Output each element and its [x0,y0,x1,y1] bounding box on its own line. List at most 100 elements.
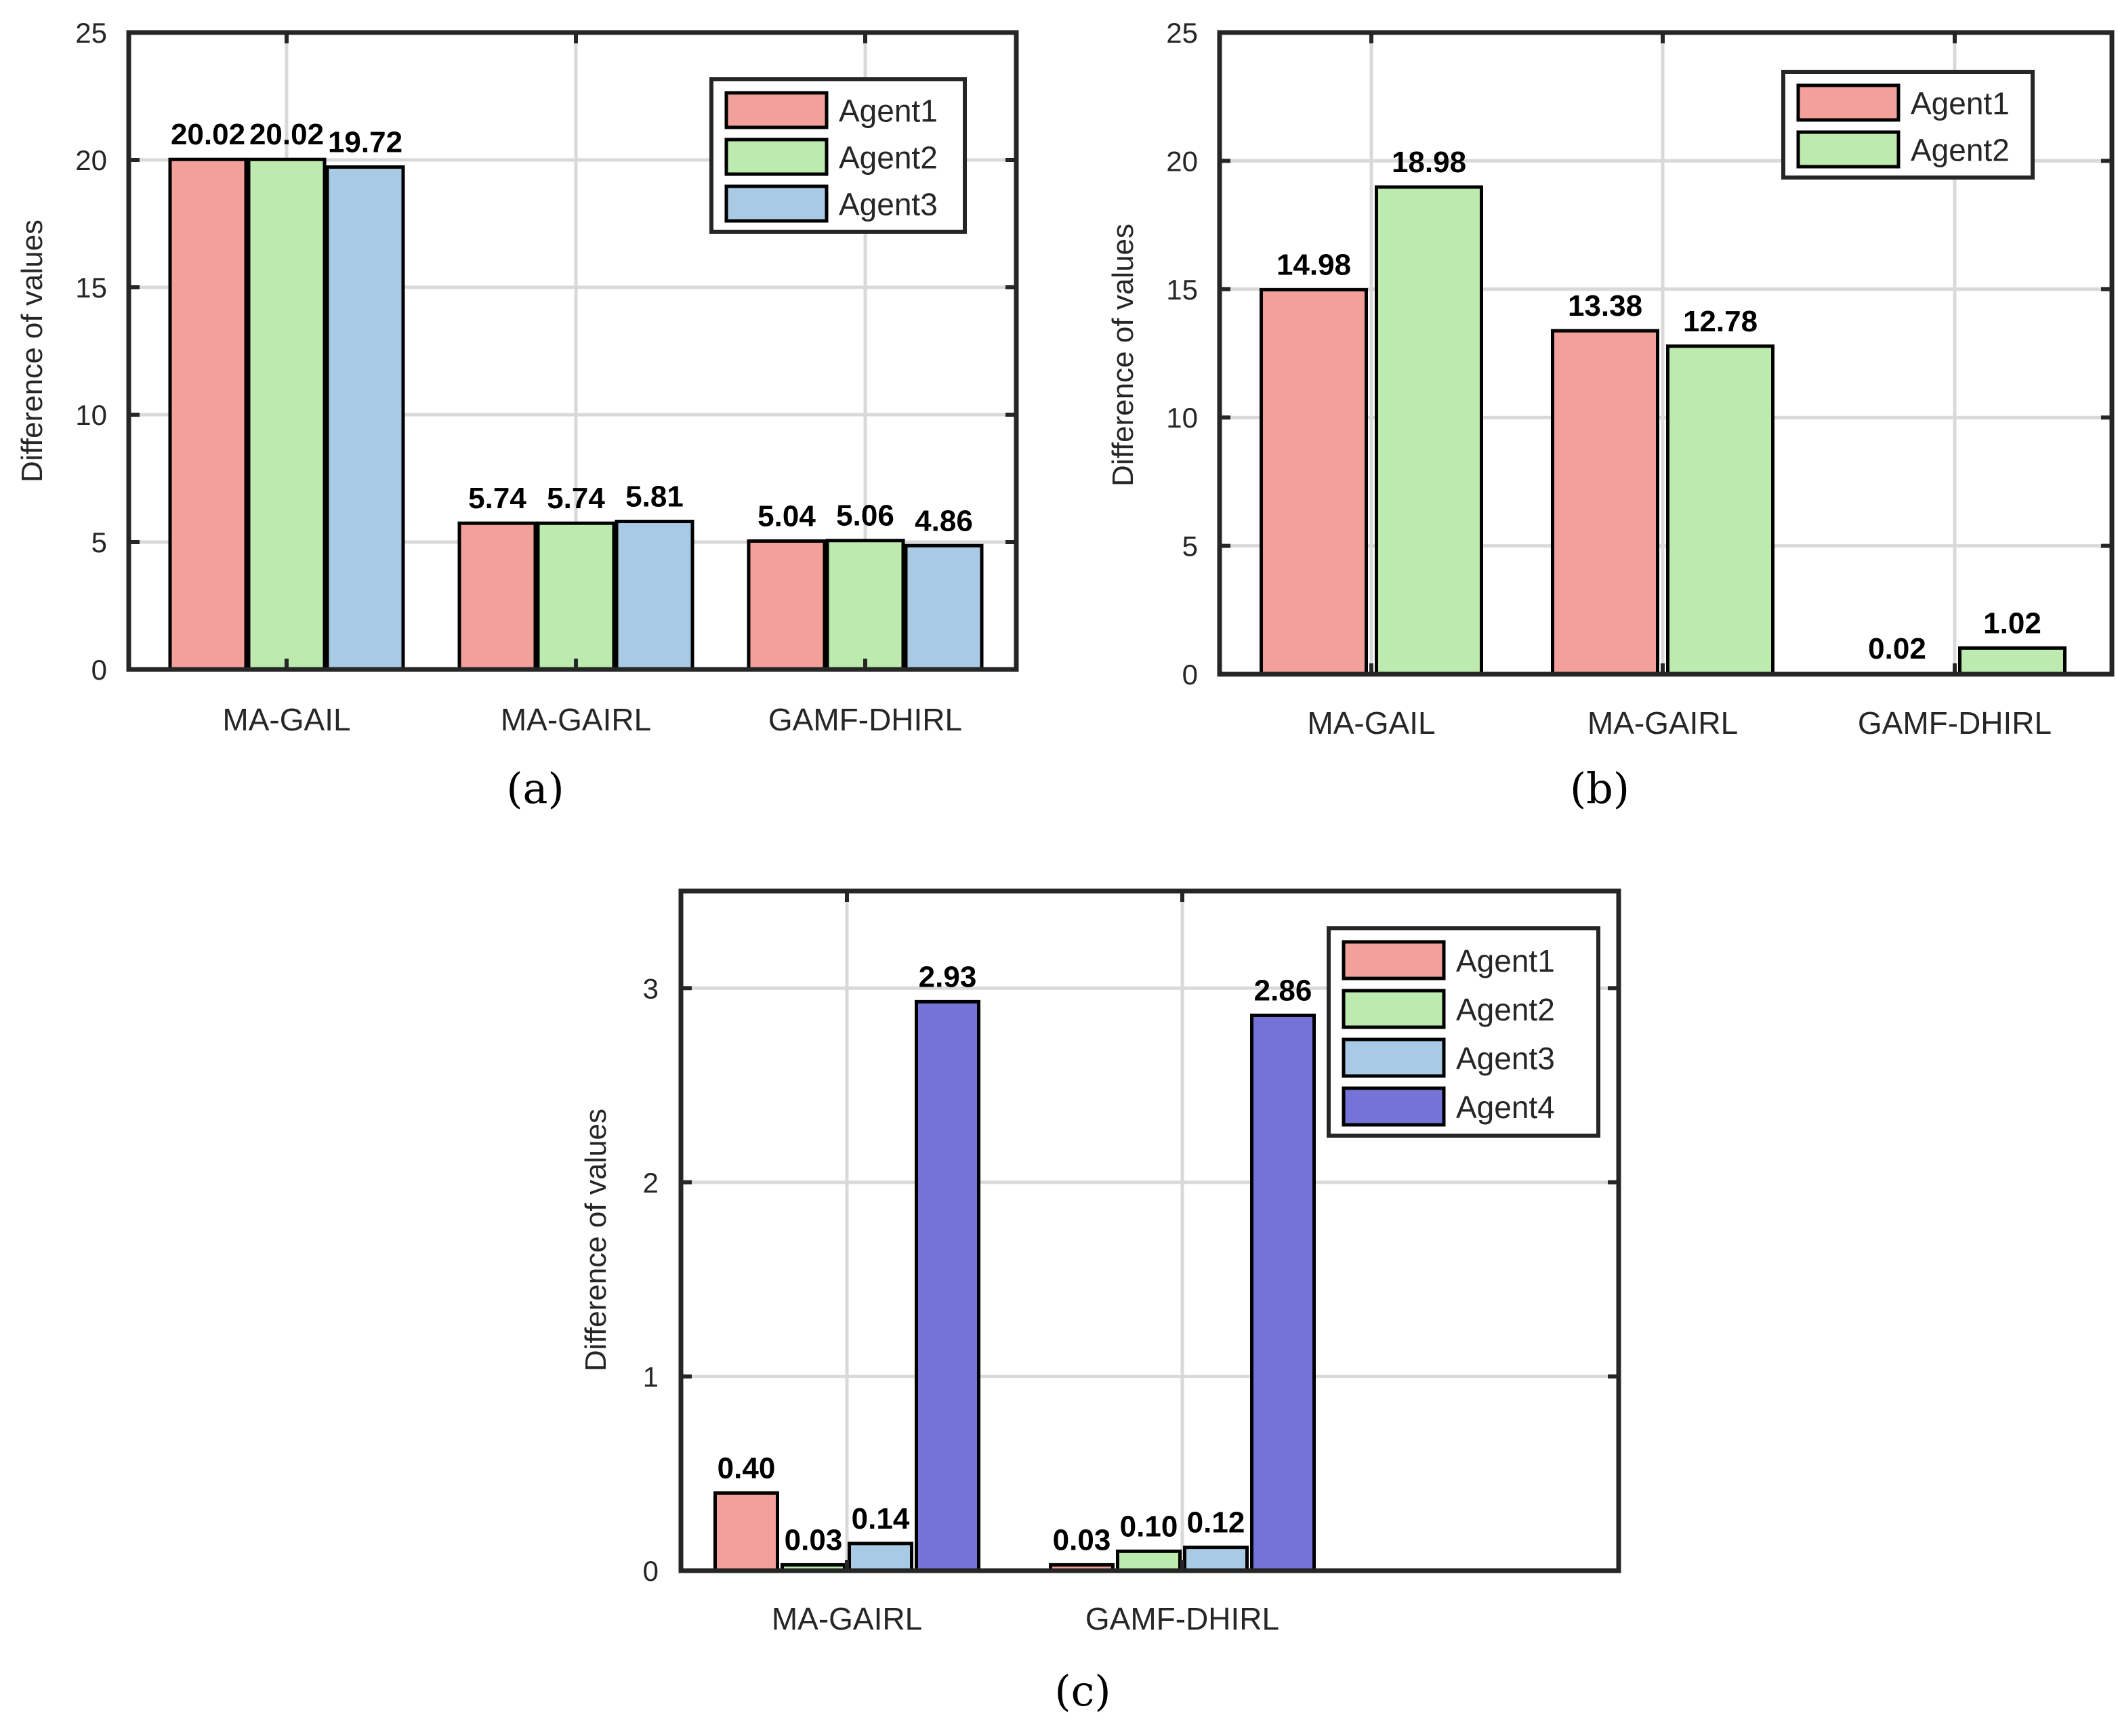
bar-agent2-ma-gairl [536,521,616,671]
legend-label-agent1: Agent1 [1456,943,1555,978]
bar-agent3-ma-gairl [615,520,694,671]
bar-agent2-ma-gail [1375,185,1483,676]
x-tick-label: MA-GAIL [1307,705,1435,741]
x-tick-label: GAMF-DHIRL [1085,1601,1279,1636]
value-label: 14.98 [1276,249,1351,282]
y-tick-label: 5 [1182,531,1198,562]
legend-swatch-agent1 [1796,83,1901,122]
value-label: 0.02 [1868,632,1926,665]
value-label: 2.93 [919,960,977,993]
panel-caption: (a) [506,764,564,813]
value-label: 5.04 [757,499,816,533]
value-label: 18.98 [1392,146,1466,179]
y-axis-label: Difference of values [579,1109,612,1371]
y-tick-label: 1 [643,1361,659,1392]
value-label: 13.38 [1568,289,1642,323]
y-tick-label: 0 [643,1555,659,1587]
bar-agent1-ma-gail [1260,288,1368,676]
legend-label-agent3: Agent3 [839,187,938,222]
x-tick-label: MA-GAIRL [772,1601,922,1636]
y-tick-label: 3 [643,972,659,1004]
bar-agent2-gamf-dhirl [1958,646,2067,676]
y-tick-label: 25 [1166,17,1198,49]
value-label: 0.40 [718,1451,776,1485]
bar-agent2-gamf-dhirl [825,539,905,671]
bar-agent3-ma-gail [325,165,405,671]
bar-agent4-ma-gairl [915,999,980,1573]
legend-swatch-agent1 [1342,940,1446,980]
legend-label-agent4: Agent4 [1456,1090,1555,1125]
value-label: 20.02 [249,118,324,151]
value-label: 5.81 [625,480,684,514]
legend-label-agent2: Agent2 [1456,992,1555,1027]
axes-frame [1217,30,2115,677]
x-tick-label: MA-GAIRL [1587,705,1738,741]
panel-caption: (b) [1570,764,1629,813]
legend: Agent1 Agent2 [1781,70,2035,180]
y-tick-label: 15 [75,272,107,304]
bar-agent2-ma-gail [247,157,327,671]
bar-agent3-gamf-dhirl [1183,1546,1249,1573]
legend: Agent1 Agent2 Agent3 Agent4 [1327,926,1600,1138]
axes-frame [678,888,1621,1573]
bar-agent1-gamf-dhirl [747,539,827,671]
bar-agent2-ma-gairl [1666,344,1774,676]
bar-agent2-gamf-dhirl [1116,1549,1182,1573]
chart-panel-c: 0.40 0.03 0.14 2.93 MA-GAIRL 0.03 0.10 0.12 2.86… [579,888,1621,1716]
legend-swatch-agent2 [1342,989,1446,1029]
chart-panel-b: 14.98 18.98 MA-GAIL 13.38 12.78 MA-GAIRL 0.02 1… [1106,17,2115,813]
value-label: 0.10 [1120,1510,1178,1543]
legend-swatch-agent4 [1342,1086,1446,1127]
y-tick-label: 20 [1166,145,1198,177]
legend-label-agent2: Agent2 [1911,133,2010,168]
y-axis-label: Difference of values [1106,224,1140,487]
legend-label-agent3: Agent3 [1456,1041,1555,1076]
x-tick-label: MA-GAIL [222,702,350,737]
value-label: 20.02 [171,118,245,151]
axes-frame [126,30,1019,672]
legend: Agent1 Agent2 Agent3 [709,77,967,234]
value-label: 2.86 [1254,974,1312,1007]
y-tick-label: 10 [75,399,107,431]
value-label: 19.72 [328,126,402,159]
y-tick-label: 0 [91,654,107,686]
bar-agent3-gamf-dhirl [904,543,984,671]
y-tick-label: 25 [75,17,107,49]
y-tick-label: 15 [1166,274,1198,306]
bar-agent1-ma-gairl [713,1491,779,1573]
legend-swatch-agent1 [724,91,829,129]
x-tick-label: GAMF-DHIRL [1858,705,2052,741]
legend-swatch-agent3 [1342,1037,1446,1078]
legend-label-agent2: Agent2 [839,140,938,175]
value-label: 0.03 [785,1523,843,1556]
legend-swatch-agent2 [1796,130,1901,169]
legend-label-agent1: Agent1 [839,94,938,129]
value-label: 5.74 [547,482,605,515]
legend-swatch-agent3 [724,184,829,223]
bar-agent1-ma-gairl [457,521,537,671]
legend-swatch-agent2 [724,138,829,176]
value-label: 1.02 [1983,606,2041,640]
panel-caption: (c) [1054,1666,1110,1716]
y-tick-label: 0 [1182,659,1198,690]
bar-agent3-ma-gairl [848,1542,913,1573]
legend-label-agent1: Agent1 [1911,86,2010,121]
y-tick-label: 5 [91,526,107,558]
bar-agent1-ma-gail [168,157,248,671]
value-label: 12.78 [1683,305,1758,338]
value-label: 0.14 [852,1502,910,1535]
bar-agent4-gamf-dhirl [1250,1013,1316,1573]
value-label: 0.03 [1053,1523,1111,1556]
y-tick-label: 20 [75,144,107,176]
value-label: 0.12 [1187,1506,1245,1539]
y-tick-label: 2 [643,1167,659,1199]
x-tick-label: MA-GAIRL [501,702,651,737]
x-tick-label: GAMF-DHIRL [768,702,962,737]
bar-agent1-ma-gairl [1551,329,1659,676]
y-tick-label: 10 [1166,402,1198,434]
y-axis-label: Difference of values [16,220,49,482]
value-label: 5.06 [836,499,894,533]
value-label: 5.74 [468,482,526,515]
